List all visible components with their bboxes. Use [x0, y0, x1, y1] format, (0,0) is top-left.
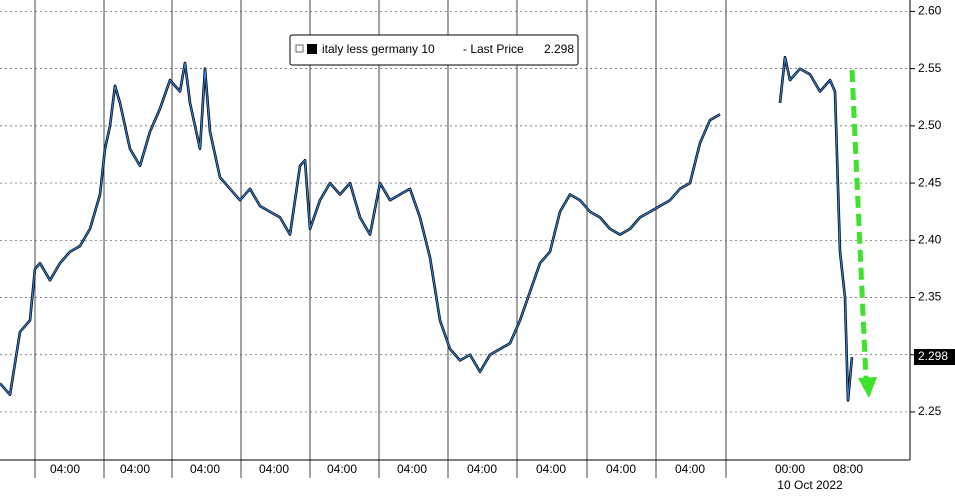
- x-tick-label: 04:00: [327, 462, 357, 476]
- y-tick-label: 2.35: [918, 290, 942, 304]
- y-tick-label: 2.55: [918, 61, 942, 75]
- x-tick-label: 00:00: [775, 462, 805, 476]
- series-line-outline: [0, 55, 854, 402]
- y-tick-label: 2.25: [918, 404, 942, 418]
- x-tick-label: 04:00: [50, 462, 80, 476]
- session-separators: [34, 0, 727, 478]
- last-price-label: 2.298: [918, 349, 948, 363]
- x-tick-label: 04:00: [467, 462, 497, 476]
- date-label: 10 Oct 2022: [777, 478, 843, 492]
- last-price-box: [914, 349, 955, 366]
- x-tick-label: 04:00: [536, 462, 566, 476]
- annotation-arrow: [849, 69, 877, 398]
- x-tick-label: 04:00: [675, 462, 705, 476]
- y-tick-label: 2.45: [918, 175, 942, 189]
- x-tick-label: 04:00: [190, 462, 220, 476]
- x-tick-label: 04:00: [120, 462, 150, 476]
- legend-name: italy less germany 10: [322, 42, 435, 56]
- y-tick-label: 2.50: [918, 118, 942, 132]
- y-tick-label: 2.40: [918, 232, 942, 246]
- x-tick-label: 04:00: [259, 462, 289, 476]
- legend: italy less germany 10 - Last Price 2.298: [289, 34, 579, 66]
- x-tick-label: 08:00: [833, 462, 863, 476]
- y-tick-label: 2.60: [918, 4, 942, 18]
- legend-last-value: 2.298: [544, 42, 574, 56]
- legend-suffix: - Last Price: [463, 42, 524, 56]
- x-tick-label: 04:00: [606, 462, 636, 476]
- x-tick-label: 04:00: [397, 462, 427, 476]
- series-line: [0, 56, 853, 402]
